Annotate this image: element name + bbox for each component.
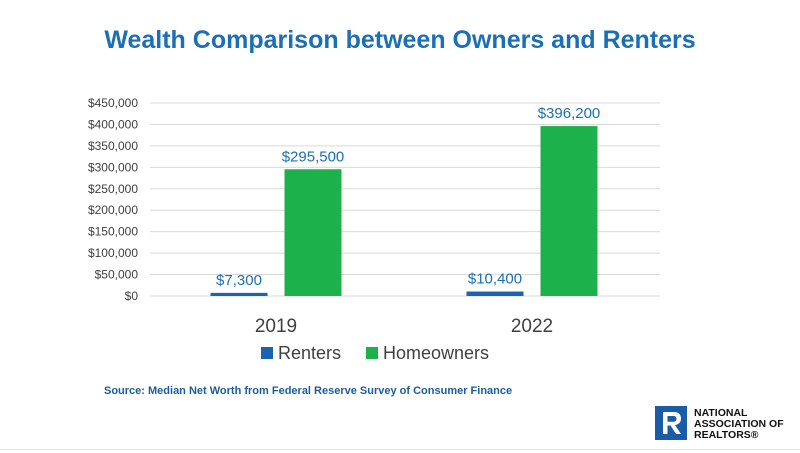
chart-title: Wealth Comparison between Owners and Ren… — [104, 26, 696, 54]
bars — [210, 126, 598, 296]
bar-homeowners-2019 — [284, 169, 342, 296]
logo-line-3: REALTORS® — [694, 429, 759, 441]
legend-label: Homeowners — [383, 343, 489, 363]
y-tick-label: $100,000 — [88, 246, 138, 260]
source-note: Source: Median Net Worth from Federal Re… — [104, 385, 513, 397]
legend-label: Renters — [278, 343, 341, 363]
nar-logo: NATIONAL ASSOCIATION OF REALTORS® — [655, 406, 795, 442]
y-tick-label: $50,000 — [95, 268, 139, 282]
y-tick-label: $150,000 — [88, 225, 138, 239]
realtor-r-logo-icon — [655, 406, 687, 440]
x-tick-label: 2019 — [255, 316, 297, 337]
x-axis-ticks: 2019 2022 — [255, 316, 553, 337]
y-tick-label: $350,000 — [88, 139, 138, 153]
bar-chart: $0 $50,000 $100,000 $150,000 $200,000 $250,00… — [88, 96, 660, 363]
legend: Renters Homeowners — [261, 343, 489, 363]
logo-line-1: NATIONAL — [694, 407, 748, 419]
data-label: $7,300 — [216, 272, 262, 289]
y-tick-label: $200,000 — [88, 203, 138, 217]
bar-renters-2022 — [466, 291, 524, 296]
legend-swatch-homeowners — [366, 347, 378, 359]
nar-wordmark: NATIONAL ASSOCIATION OF REALTORS® — [694, 408, 794, 441]
y-tick-label: $300,000 — [88, 160, 138, 174]
y-tick-label: $400,000 — [88, 117, 138, 131]
data-label: $10,400 — [468, 271, 522, 288]
y-axis-ticks: $0 $50,000 $100,000 $150,000 $200,000 $250,00… — [88, 96, 138, 303]
bottom-divider — [0, 449, 800, 450]
bar-renters-2019 — [210, 292, 268, 296]
legend-swatch-renters — [261, 347, 273, 359]
y-tick-label: $450,000 — [88, 96, 138, 110]
data-labels: $7,300 $295,500 $10,400 $396,200 — [216, 105, 600, 289]
y-tick-label: $0 — [125, 289, 139, 303]
data-label: $396,200 — [538, 105, 601, 122]
data-label: $295,500 — [282, 148, 345, 165]
x-tick-label: 2022 — [511, 316, 553, 337]
bar-homeowners-2022 — [540, 126, 598, 296]
logo-line-2: ASSOCIATION OF — [694, 418, 784, 430]
y-tick-label: $250,000 — [88, 182, 138, 196]
